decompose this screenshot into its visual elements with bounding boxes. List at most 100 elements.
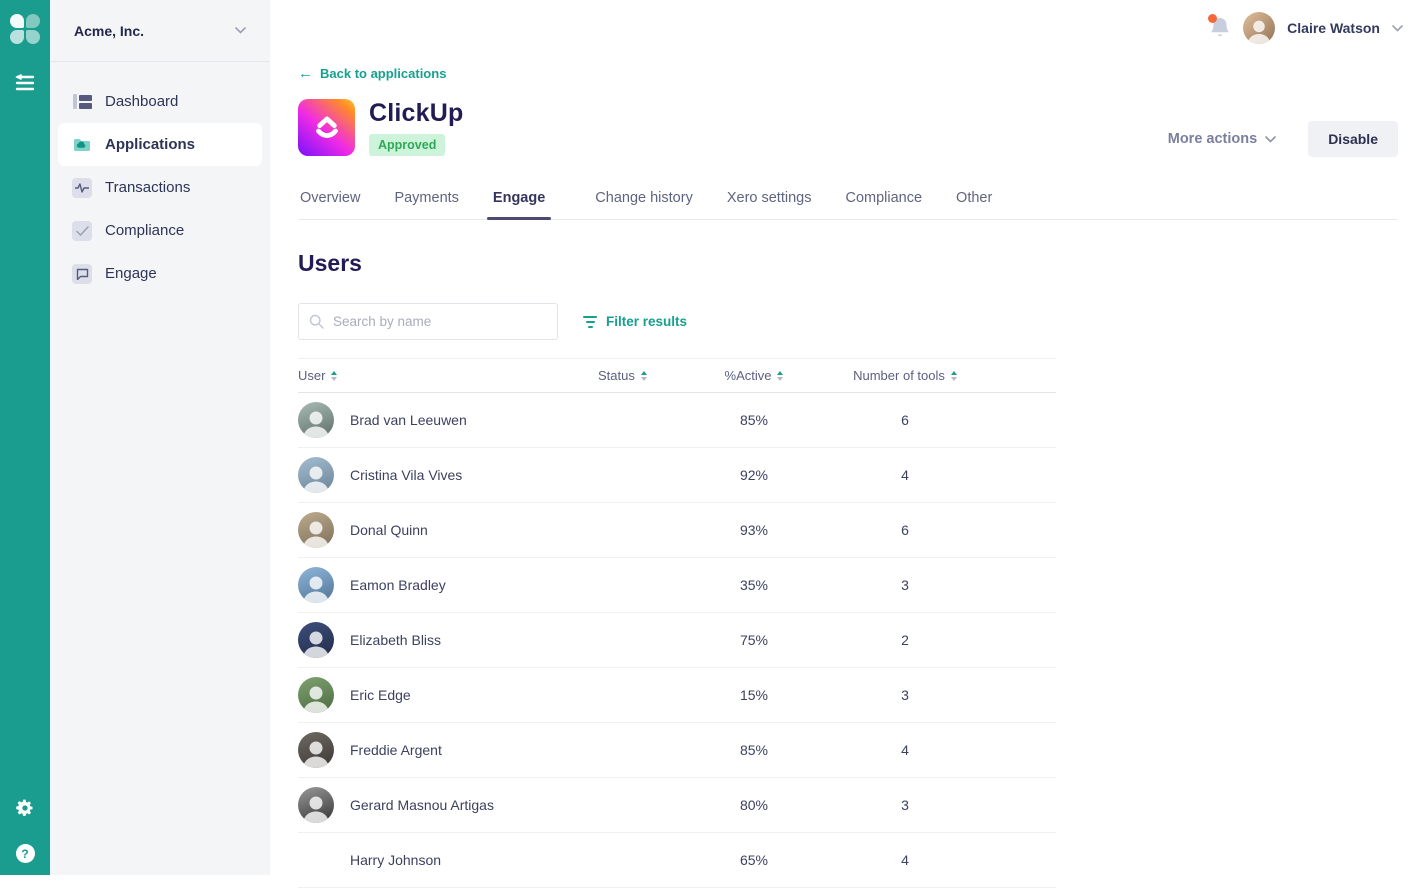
table-row[interactable]: Eamon Bradley 35% 3 bbox=[298, 558, 1056, 613]
back-arrow-icon: ← bbox=[298, 65, 313, 82]
notification-dot bbox=[1208, 14, 1218, 23]
sidebar-item-label: Transactions bbox=[105, 179, 191, 196]
avatar[interactable] bbox=[1243, 12, 1276, 44]
logo-petal bbox=[10, 30, 24, 44]
main-content: Claire Watson ← Back to applications Cli… bbox=[270, 0, 1423, 888]
active-percent: 93% bbox=[739, 522, 769, 538]
table-row[interactable]: Freddie Argent 85% 4 bbox=[298, 723, 1056, 778]
user-name: Freddie Argent bbox=[350, 742, 442, 758]
tools-count: 2 bbox=[901, 632, 909, 648]
tab-engage[interactable]: Engage bbox=[486, 182, 552, 220]
avatar bbox=[298, 622, 334, 658]
column-header-active[interactable]: %Active bbox=[698, 368, 810, 383]
page-title: ClickUp bbox=[369, 99, 464, 127]
active-percent: 35% bbox=[739, 577, 769, 593]
user-name: Eric Edge bbox=[350, 687, 411, 703]
search-input[interactable] bbox=[333, 314, 547, 329]
user-name: Elizabeth Bliss bbox=[350, 632, 442, 648]
sidebar-item-label: Compliance bbox=[105, 222, 185, 239]
sidebar-item-label: Dashboard bbox=[105, 93, 179, 110]
table-row[interactable]: Elizabeth Bliss 75% 2 bbox=[298, 613, 1056, 668]
workspace-switcher[interactable]: Acme, Inc. bbox=[50, 0, 270, 62]
avatar bbox=[298, 567, 334, 603]
avatar bbox=[298, 787, 334, 823]
avatar bbox=[298, 732, 334, 768]
user-name: Cristina Vila Vives bbox=[350, 467, 463, 483]
tools-count: 6 bbox=[901, 522, 909, 538]
engage-chat-icon bbox=[72, 263, 92, 284]
section-title: Users bbox=[298, 250, 362, 276]
sort-icon bbox=[777, 370, 784, 381]
clickup-logo bbox=[298, 99, 355, 156]
logo-petal bbox=[26, 30, 40, 44]
avatar bbox=[298, 402, 334, 438]
tab-other[interactable]: Other bbox=[956, 190, 993, 206]
sort-icon bbox=[640, 370, 647, 381]
collapse-sidebar-icon[interactable] bbox=[14, 74, 36, 92]
dashboard-icon bbox=[72, 92, 92, 112]
avatar bbox=[298, 512, 334, 548]
workspace-name: Acme, Inc. bbox=[74, 22, 145, 39]
column-header-tools[interactable]: Number of tools bbox=[810, 368, 1000, 383]
brand-logo-icon[interactable] bbox=[10, 14, 40, 44]
filter-results-button[interactable]: Filter results bbox=[583, 314, 687, 329]
tools-count: 3 bbox=[901, 797, 909, 813]
user-name[interactable]: Claire Watson bbox=[1287, 20, 1380, 36]
user-name: Donal Quinn bbox=[350, 522, 428, 538]
notifications-bell-icon[interactable] bbox=[1208, 14, 1231, 40]
sidebar-item-applications[interactable]: Applications bbox=[58, 123, 262, 166]
active-percent: 80% bbox=[739, 797, 769, 813]
chevron-down-icon bbox=[1265, 135, 1276, 143]
back-to-applications-link[interactable]: ← Back to applications bbox=[298, 66, 446, 81]
chevron-down-icon[interactable] bbox=[1392, 24, 1403, 32]
column-header-user[interactable]: User bbox=[298, 368, 598, 383]
table-row[interactable]: Eric Edge 15% 3 bbox=[298, 668, 1056, 723]
filter-icon bbox=[583, 315, 597, 328]
sidebar-item-label: Applications bbox=[105, 136, 196, 153]
more-actions-label: More actions bbox=[1167, 131, 1258, 147]
user-menu-area: Claire Watson bbox=[1208, 12, 1403, 44]
tab-payments[interactable]: Payments bbox=[394, 190, 459, 206]
app-rail: ? bbox=[0, 0, 50, 875]
avatar bbox=[298, 677, 334, 713]
tools-count: 4 bbox=[901, 852, 909, 868]
chevron-down-icon bbox=[235, 27, 246, 34]
tools-count: 3 bbox=[901, 577, 909, 593]
tab-change-history[interactable]: Change history bbox=[595, 190, 693, 206]
tools-count: 6 bbox=[901, 412, 909, 428]
table-row[interactable]: Gerard Masnou Artigas 80% 3 bbox=[298, 778, 1056, 833]
sidebar-item-transactions[interactable]: Transactions bbox=[58, 166, 262, 209]
active-percent: 85% bbox=[739, 412, 769, 428]
help-icon[interactable]: ? bbox=[15, 844, 35, 863]
tab-compliance[interactable]: Compliance bbox=[845, 190, 923, 206]
transactions-icon bbox=[72, 177, 92, 198]
tools-count: 4 bbox=[901, 742, 909, 758]
logo-petal bbox=[10, 14, 24, 28]
sidebar: Acme, Inc. Dashboard Applications bbox=[50, 0, 270, 875]
sort-icon bbox=[950, 370, 957, 381]
more-actions-button[interactable]: More actions bbox=[1168, 131, 1276, 147]
table-row[interactable]: Cristina Vila Vives 92% 4 bbox=[298, 448, 1056, 503]
table-row[interactable]: Donal Quinn 93% 6 bbox=[298, 503, 1056, 558]
tools-count: 3 bbox=[901, 687, 909, 703]
tab-bar: Overview Payments Engage Change history … bbox=[298, 182, 1398, 220]
logo-petal bbox=[26, 14, 40, 28]
table-header: User Status %Active Number of tools bbox=[298, 358, 1056, 393]
search-icon bbox=[309, 314, 324, 329]
sidebar-item-engage[interactable]: Engage bbox=[58, 252, 262, 295]
table-row[interactable]: Brad van Leeuwen 85% 6 bbox=[298, 393, 1056, 448]
gear-icon[interactable] bbox=[15, 798, 35, 818]
sidebar-item-dashboard[interactable]: Dashboard bbox=[58, 80, 262, 123]
disable-button[interactable]: Disable bbox=[1308, 121, 1398, 157]
active-percent: 85% bbox=[739, 742, 769, 758]
active-percent: 65% bbox=[739, 852, 769, 868]
user-name: Gerard Masnou Artigas bbox=[350, 797, 494, 813]
active-percent: 75% bbox=[739, 632, 769, 648]
column-header-status[interactable]: Status bbox=[598, 368, 698, 383]
sidebar-item-compliance[interactable]: Compliance bbox=[58, 209, 262, 252]
tab-xero-settings[interactable]: Xero settings bbox=[726, 190, 812, 206]
tab-overview[interactable]: Overview bbox=[300, 190, 361, 206]
user-name: Eamon Bradley bbox=[350, 577, 446, 593]
table-row[interactable]: Harry Johnson 65% 4 bbox=[298, 833, 1056, 888]
filter-label: Filter results bbox=[606, 314, 688, 329]
